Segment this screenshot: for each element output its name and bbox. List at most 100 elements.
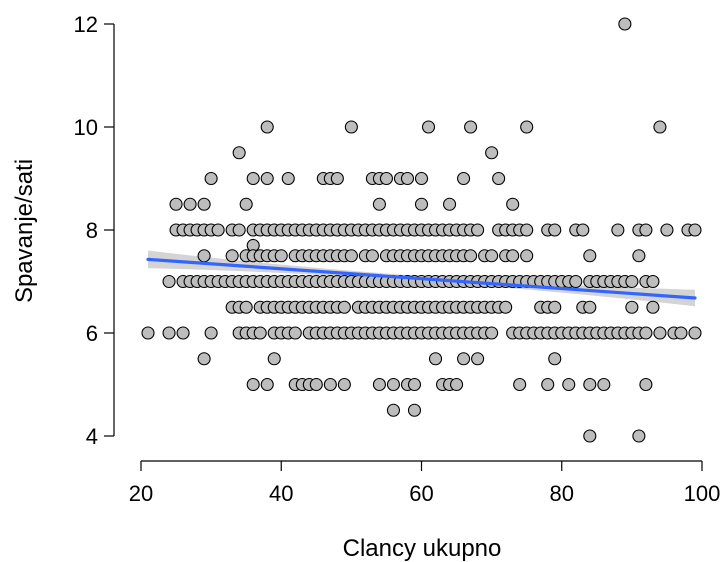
data-point — [414, 197, 429, 211]
data-point — [260, 377, 274, 392]
x-tick-label: 80 — [550, 481, 574, 506]
data-point — [471, 352, 485, 366]
x-tick-label: 40 — [269, 481, 293, 506]
data-point — [386, 377, 401, 392]
data-point — [176, 326, 190, 340]
data-point — [246, 171, 260, 186]
data-point — [246, 377, 260, 392]
data-point — [288, 326, 302, 340]
data-point — [583, 377, 597, 392]
data-point — [464, 120, 478, 134]
data-point — [162, 274, 176, 289]
data-point — [204, 171, 218, 186]
data-point — [520, 249, 534, 263]
data-point — [457, 171, 471, 186]
x-tick-label: 20 — [129, 481, 153, 506]
data-point — [548, 300, 562, 314]
x-tick-label: 100 — [684, 481, 721, 506]
data-point — [414, 171, 429, 186]
data-point — [323, 377, 337, 392]
data-point — [625, 274, 639, 289]
data-point — [253, 326, 267, 340]
trend-line — [146, 257, 697, 300]
data-point — [260, 171, 274, 186]
data-point — [485, 146, 499, 160]
data-point — [576, 223, 590, 237]
data-point — [646, 274, 660, 289]
data-point — [386, 403, 401, 417]
data-point — [379, 171, 393, 186]
data-point — [239, 300, 253, 314]
x-axis-label: Clancy ukupno — [343, 535, 502, 562]
data-point — [197, 352, 211, 366]
data-point — [513, 377, 527, 392]
data-point — [225, 249, 239, 263]
data-point — [639, 223, 653, 237]
data-point — [169, 197, 183, 211]
data-point — [330, 171, 344, 186]
x-tick-label: 60 — [409, 481, 433, 506]
data-point — [625, 300, 639, 314]
data-point — [457, 352, 471, 366]
data-point — [260, 120, 274, 134]
data-point — [548, 352, 562, 366]
data-point — [688, 223, 702, 237]
data-point — [232, 146, 246, 160]
data-point — [421, 120, 436, 134]
data-point — [632, 429, 646, 443]
data-point — [688, 326, 702, 340]
y-tick-label: 8 — [86, 218, 98, 243]
data-point — [141, 326, 155, 340]
data-point — [499, 300, 513, 314]
data-point — [520, 120, 534, 134]
data-point — [506, 249, 520, 263]
data-point — [365, 249, 379, 263]
data-point — [407, 377, 422, 392]
data-point — [639, 326, 653, 340]
data-point — [548, 223, 562, 237]
y-axis-label: Spavanje/sati — [11, 159, 38, 303]
data-point — [597, 377, 611, 392]
data-point — [407, 403, 422, 417]
data-point — [569, 274, 583, 289]
data-point — [372, 377, 386, 392]
data-point — [660, 223, 674, 237]
data-point — [492, 171, 506, 186]
data-point — [653, 120, 667, 134]
data-point — [632, 249, 646, 263]
y-tick-label: 10 — [74, 115, 98, 140]
data-point — [653, 326, 667, 340]
data-point — [450, 377, 464, 392]
data-point — [485, 326, 499, 340]
data-point — [485, 249, 499, 263]
y-tick-label: 12 — [74, 12, 98, 37]
data-point — [281, 171, 295, 186]
axes-layer: 4 6 8 10 12 20 40 60 80 100 — [74, 12, 721, 506]
points-layer — [141, 17, 702, 443]
data-point — [337, 377, 351, 392]
data-point — [639, 377, 653, 392]
data-point — [204, 326, 218, 340]
y-tick-label: 4 — [86, 424, 98, 449]
data-point — [520, 223, 534, 237]
data-point — [611, 223, 625, 237]
data-point — [239, 197, 253, 211]
y-tick-label: 6 — [86, 321, 98, 346]
data-point — [211, 223, 225, 237]
data-point — [344, 249, 358, 263]
data-point — [428, 352, 443, 366]
data-point — [197, 249, 211, 263]
data-point — [372, 197, 386, 211]
data-point — [274, 249, 288, 263]
data-point — [442, 197, 457, 211]
data-point — [583, 300, 597, 314]
data-point — [646, 300, 660, 314]
data-point — [162, 326, 176, 340]
data-point — [344, 120, 358, 134]
data-point — [232, 223, 246, 237]
data-point — [197, 197, 211, 211]
data-point — [506, 197, 520, 211]
data-point — [183, 197, 197, 211]
data-point — [583, 429, 597, 443]
